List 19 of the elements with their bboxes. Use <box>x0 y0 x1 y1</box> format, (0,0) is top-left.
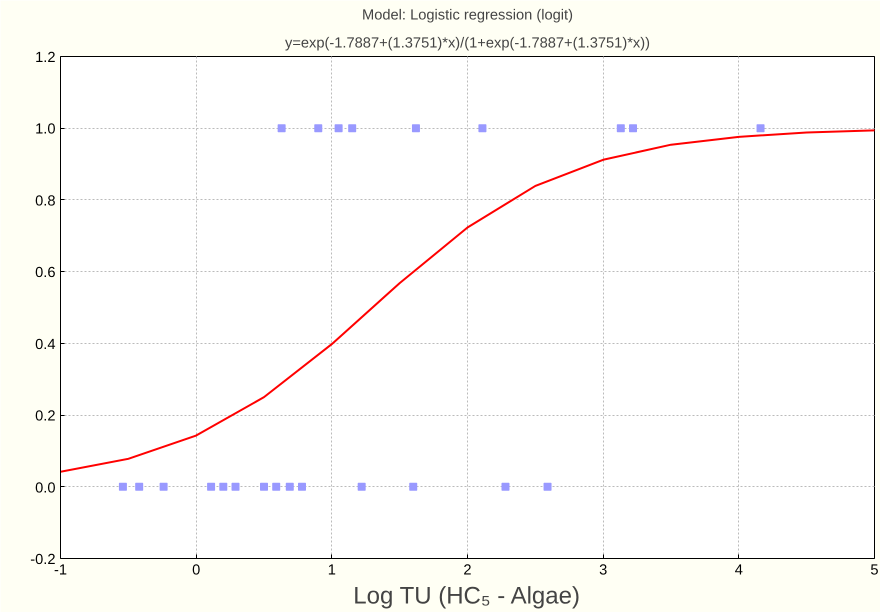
y-tick-label: 0.8 <box>35 193 56 210</box>
y-tick-label: 0.4 <box>35 336 56 353</box>
x-tick-label: 2 <box>463 562 472 578</box>
x-tick-label: 0 <box>192 562 200 578</box>
chart-title: Model: Logistic regression (logit) <box>362 8 573 24</box>
y-tick-label: -0.2 <box>30 552 56 568</box>
x-tick-label: -1 <box>54 562 68 578</box>
line-series <box>60 129 874 473</box>
x-tick-label: 1 <box>328 562 336 578</box>
chart-subtitle: y=exp(-1.7887+(1.3751)*x)/(1+exp(-1.7887+(1.3751)*x)) <box>285 36 650 52</box>
y-tick-label: 1.2 <box>35 50 56 66</box>
y-tick-label: 1.0 <box>35 122 56 138</box>
x-tick-label: 3 <box>599 562 608 578</box>
y-tick-label: 0.0 <box>35 480 56 496</box>
x-tick-label: 5 <box>870 562 879 578</box>
y-tick-label: 0.6 <box>35 265 56 282</box>
x-tick-label: 4 <box>734 562 743 578</box>
y-tick-label: 0.2 <box>35 408 56 425</box>
x-axis-title: Log TU (HC₅ - Algae) <box>353 582 580 610</box>
